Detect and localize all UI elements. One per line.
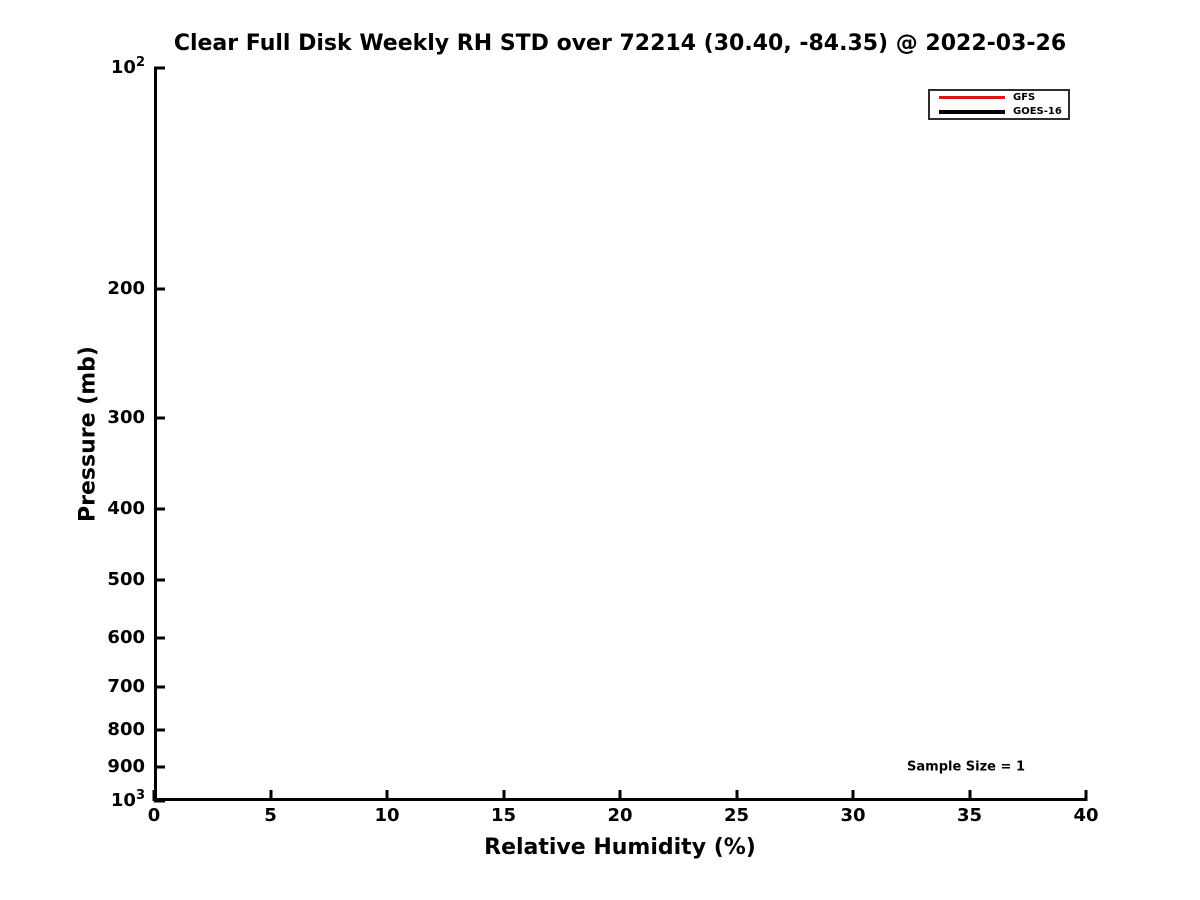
x-tick-label: 0 xyxy=(147,805,161,826)
y-tick-label: 103 xyxy=(110,788,145,811)
x-tick-label: 20 xyxy=(607,805,633,826)
x-tick xyxy=(385,790,389,801)
legend: GFS GOES-16 xyxy=(928,89,1070,120)
y-tick xyxy=(154,636,165,640)
x-tick-label: 15 xyxy=(490,805,517,826)
legend-label-gfs: GFS xyxy=(1013,91,1036,103)
y-tick-label: 400 xyxy=(107,498,145,520)
y-tick xyxy=(154,728,165,732)
y-tick xyxy=(154,765,165,769)
x-tick xyxy=(851,790,855,801)
gfs-line-swatch xyxy=(939,96,1005,99)
x-tick xyxy=(269,790,272,801)
y-tick xyxy=(154,799,165,803)
ticks-layer: 0 5 10 15 20 25 30 35 40 102 200 300 400 500 600 700 800… xyxy=(107,56,1098,825)
x-tick xyxy=(1084,790,1088,801)
x-tick xyxy=(502,790,505,801)
plot-area: 0 5 10 15 20 25 30 35 40 102 200 300 400 500 600 700 800… xyxy=(107,56,1098,825)
y-tick-label: 500 xyxy=(107,569,145,591)
legend-label-goes16: GOES-16 xyxy=(1013,105,1062,117)
x-tick-label: 30 xyxy=(840,805,866,826)
y-tick-label: 800 xyxy=(107,718,145,740)
series-layer xyxy=(154,68,1086,801)
x-tick-label: 35 xyxy=(956,805,983,826)
legend-entry-gfs: GFS xyxy=(939,92,1068,103)
x-tick xyxy=(735,790,738,801)
x-tick-label: 10 xyxy=(374,805,400,826)
y-tick xyxy=(154,578,165,582)
y-axis-label: Pressure (mb) xyxy=(75,346,101,522)
y-tick xyxy=(154,66,165,70)
x-axis-label: Relative Humidity (%) xyxy=(484,835,756,860)
x-tick-label: 40 xyxy=(1073,805,1099,826)
x-tick-label: 5 xyxy=(264,805,277,826)
y-axis-spine xyxy=(154,68,157,801)
x-tick xyxy=(968,790,971,801)
y-tick xyxy=(154,685,165,689)
y-tick-label: 900 xyxy=(107,756,145,778)
x-tick xyxy=(152,790,156,801)
x-tick xyxy=(618,790,622,801)
y-tick-label: 102 xyxy=(110,55,145,78)
y-tick xyxy=(154,416,165,420)
y-tick xyxy=(154,507,165,511)
legend-entry-goes16: GOES-16 xyxy=(939,106,1068,117)
y-tick-label: 600 xyxy=(107,627,145,649)
goes16-line-swatch xyxy=(939,109,1005,114)
x-tick-label: 25 xyxy=(723,805,750,826)
chart-title: Clear Full Disk Weekly RH STD over 72214… xyxy=(173,31,1067,56)
sample-size-annotation: Sample Size = 1 xyxy=(907,759,1025,775)
y-tick xyxy=(154,287,165,291)
y-tick-label: 300 xyxy=(107,406,145,428)
y-tick-label: 700 xyxy=(107,676,145,698)
y-tick-label: 200 xyxy=(107,277,145,299)
